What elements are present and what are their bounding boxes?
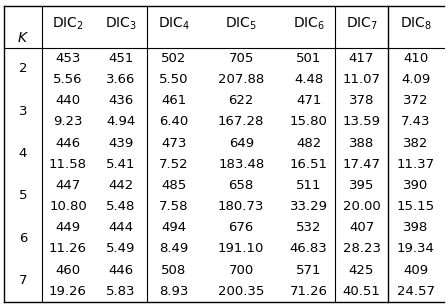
Text: 4.94: 4.94 [106, 116, 135, 128]
Text: 28.23: 28.23 [343, 242, 380, 255]
Text: 658: 658 [228, 179, 254, 192]
Text: 5.50: 5.50 [159, 73, 189, 86]
Text: 191.10: 191.10 [218, 242, 264, 255]
Text: 449: 449 [56, 221, 81, 234]
Text: 20.00: 20.00 [343, 200, 380, 213]
Text: 378: 378 [349, 94, 374, 107]
Text: 6: 6 [19, 232, 27, 245]
Text: 372: 372 [403, 94, 428, 107]
Text: 19.34: 19.34 [397, 242, 435, 255]
Text: 485: 485 [161, 179, 186, 192]
Text: 180.73: 180.73 [218, 200, 264, 213]
Text: 71.26: 71.26 [290, 285, 327, 298]
Text: 508: 508 [161, 264, 186, 277]
Text: DIC$_2$: DIC$_2$ [52, 16, 84, 32]
Text: 2: 2 [19, 63, 27, 75]
Text: 388: 388 [349, 136, 374, 149]
Text: 11.07: 11.07 [343, 73, 380, 86]
Text: 11.26: 11.26 [49, 242, 87, 255]
Text: 7.43: 7.43 [401, 116, 431, 128]
Text: DIC$_6$: DIC$_6$ [293, 16, 325, 32]
Text: 451: 451 [108, 52, 134, 65]
Text: 5.83: 5.83 [106, 285, 136, 298]
Text: 417: 417 [349, 52, 374, 65]
Text: 532: 532 [296, 221, 321, 234]
Text: 407: 407 [349, 221, 374, 234]
Text: 409: 409 [403, 264, 428, 277]
Text: 471: 471 [296, 94, 321, 107]
Text: 473: 473 [161, 136, 186, 149]
Text: 17.47: 17.47 [343, 158, 380, 171]
Text: 33.29: 33.29 [290, 200, 327, 213]
Text: 7.58: 7.58 [159, 200, 189, 213]
Text: 444: 444 [108, 221, 134, 234]
Text: 4.09: 4.09 [401, 73, 431, 86]
Text: 398: 398 [403, 221, 428, 234]
Text: 705: 705 [228, 52, 254, 65]
Text: 200.35: 200.35 [218, 285, 264, 298]
Text: 5.49: 5.49 [106, 242, 136, 255]
Text: 571: 571 [296, 264, 321, 277]
Text: 5.48: 5.48 [106, 200, 136, 213]
Text: 40.51: 40.51 [343, 285, 380, 298]
Text: 442: 442 [108, 179, 134, 192]
Text: 382: 382 [403, 136, 428, 149]
Text: 395: 395 [349, 179, 374, 192]
Text: 19.26: 19.26 [49, 285, 87, 298]
Text: 4.48: 4.48 [294, 73, 323, 86]
Text: DIC$_7$: DIC$_7$ [345, 16, 378, 32]
Text: 511: 511 [296, 179, 321, 192]
Text: 502: 502 [161, 52, 186, 65]
Text: 5.56: 5.56 [53, 73, 83, 86]
Text: 167.28: 167.28 [218, 116, 264, 128]
Text: 482: 482 [296, 136, 321, 149]
Text: 46.83: 46.83 [290, 242, 327, 255]
Text: 440: 440 [56, 94, 81, 107]
Text: DIC$_5$: DIC$_5$ [225, 16, 257, 32]
Text: 5: 5 [19, 189, 27, 202]
Text: 8.93: 8.93 [159, 285, 189, 298]
Text: 622: 622 [228, 94, 254, 107]
Text: 649: 649 [228, 136, 254, 149]
Text: 9.23: 9.23 [53, 116, 83, 128]
Text: 6.40: 6.40 [159, 116, 188, 128]
Text: 5.41: 5.41 [106, 158, 136, 171]
Text: 24.57: 24.57 [397, 285, 435, 298]
Text: 447: 447 [56, 179, 81, 192]
Text: 446: 446 [56, 136, 81, 149]
Text: 11.37: 11.37 [396, 158, 435, 171]
Text: $K$: $K$ [17, 31, 29, 45]
Text: 7: 7 [19, 274, 27, 287]
Text: 501: 501 [296, 52, 321, 65]
Text: 460: 460 [56, 264, 81, 277]
Text: 436: 436 [108, 94, 134, 107]
Text: 16.51: 16.51 [290, 158, 327, 171]
Text: 8.49: 8.49 [159, 242, 188, 255]
Text: 676: 676 [228, 221, 254, 234]
Text: 3.66: 3.66 [106, 73, 136, 86]
Text: 11.58: 11.58 [49, 158, 87, 171]
Text: 410: 410 [403, 52, 428, 65]
Text: 439: 439 [108, 136, 134, 149]
Text: 183.48: 183.48 [218, 158, 264, 171]
Text: 700: 700 [228, 264, 254, 277]
Text: 15.15: 15.15 [396, 200, 435, 213]
Text: 7.52: 7.52 [159, 158, 189, 171]
Text: 453: 453 [55, 52, 81, 65]
Text: 494: 494 [161, 221, 186, 234]
Text: 10.80: 10.80 [49, 200, 87, 213]
Text: 4: 4 [19, 147, 27, 160]
Text: 425: 425 [349, 264, 374, 277]
Text: DIC$_4$: DIC$_4$ [158, 16, 190, 32]
Text: 207.88: 207.88 [218, 73, 264, 86]
Text: DIC$_3$: DIC$_3$ [105, 16, 137, 32]
Text: 15.80: 15.80 [290, 116, 327, 128]
Text: 3: 3 [19, 105, 27, 118]
Text: 13.59: 13.59 [343, 116, 380, 128]
Text: DIC$_8$: DIC$_8$ [400, 16, 432, 32]
Text: 461: 461 [161, 94, 186, 107]
Text: 446: 446 [108, 264, 134, 277]
Text: 390: 390 [403, 179, 428, 192]
